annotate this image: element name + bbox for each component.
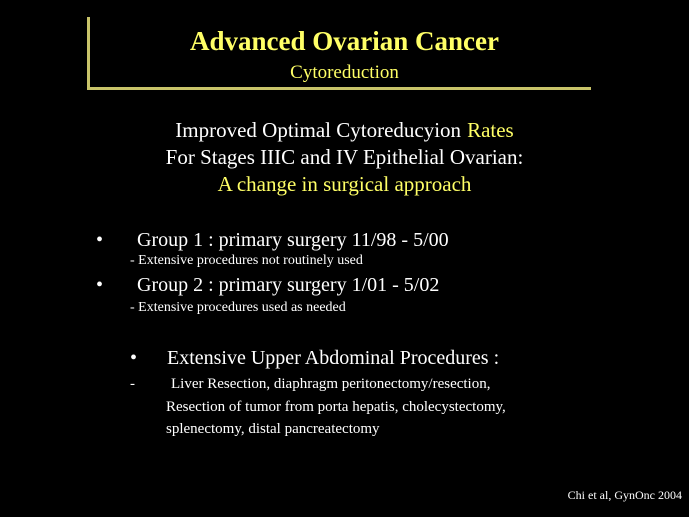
heading-line: For Stages IIIC and IV Epithelial Ovaria… [165, 145, 524, 169]
frame-rule-vertical [87, 17, 90, 89]
sub-marker: - [130, 376, 135, 392]
group-note: - Extensive procedures not routinely use… [130, 253, 363, 268]
bullet: • [96, 229, 104, 251]
group-note: - Extensive procedures used as needed [130, 300, 346, 315]
title: Advanced Ovarian Cancer [190, 26, 499, 56]
heading-text: Improved Optimal Cytoreducyion [175, 118, 462, 142]
heading-line: Improved Optimal Cytoreducyion Rates [0, 120, 689, 141]
heading-highlight: Rates [467, 118, 514, 142]
heading-line: A change in surgical approach [217, 172, 472, 196]
procedure-line: Resection of tumor from porta hepatis, c… [166, 399, 506, 415]
procedure-line: Liver Resection, diaphragm peritonectomy… [171, 376, 491, 392]
group-text: Group 1 : primary surgery 11/98 - 5/00 [137, 229, 449, 251]
bullet: • [96, 274, 104, 296]
frame-rule-horizontal [87, 87, 591, 90]
bullet: • [130, 347, 138, 369]
procedure-line: splenectomy, distal pancreatectomy [166, 421, 380, 437]
subtitle: Cytoreduction [290, 62, 399, 83]
citation: Chi et al, GynOnc 2004 [567, 488, 682, 502]
group-text: Group 2 : primary surgery 1/01 - 5/02 [137, 274, 440, 296]
procedures-text: Extensive Upper Abdominal Procedures : [167, 347, 500, 369]
